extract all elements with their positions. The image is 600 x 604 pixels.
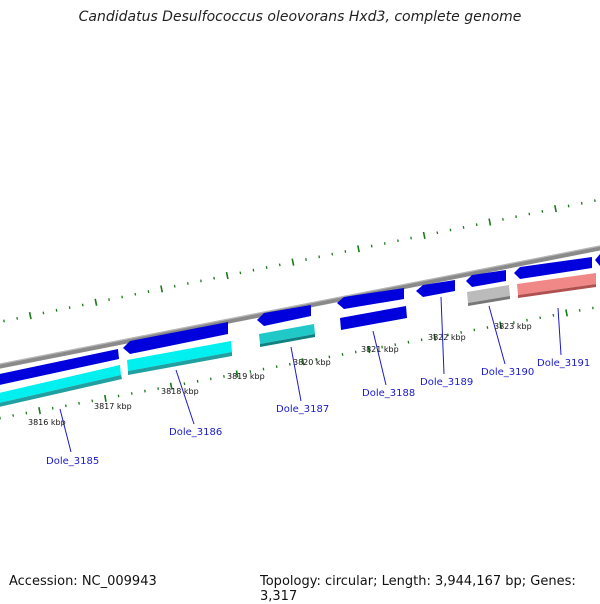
- gene-label-dole-3185[interactable]: Dole_3185: [46, 456, 99, 467]
- minor-tick-mark: [280, 264, 281, 267]
- minor-tick-mark: [503, 218, 504, 221]
- minor-tick-mark: [109, 298, 110, 301]
- tick-label: 3817 kbp: [94, 402, 132, 411]
- gene-next-forward-arrow[interactable]: [595, 253, 600, 266]
- minor-tick-mark: [342, 353, 343, 356]
- minor-tick-mark: [540, 317, 541, 320]
- minor-tick-mark: [83, 304, 84, 307]
- minor-tick-mark: [276, 365, 277, 368]
- tick-label: 3822 kbp: [428, 333, 466, 342]
- minor-tick-mark: [411, 237, 412, 240]
- major-tick-mark: [161, 286, 162, 293]
- minor-tick-mark: [345, 250, 346, 253]
- gene-label-leader: [373, 331, 386, 385]
- major-tick-mark: [39, 407, 40, 414]
- minor-tick-mark: [184, 383, 185, 386]
- tick-label: 3821 kbp: [361, 345, 399, 354]
- tick-label: 3820 kbp: [293, 358, 331, 367]
- gene-label-dole-3188[interactable]: Dole_3188: [362, 388, 415, 399]
- minor-tick-mark: [66, 405, 67, 408]
- major-tick-mark: [95, 299, 96, 306]
- minor-tick-mark: [516, 215, 517, 218]
- tick-label: 3818 kbp: [161, 387, 199, 396]
- accession-label: Accession: NC_009943: [9, 574, 157, 589]
- minor-tick-mark: [290, 363, 291, 366]
- major-tick-mark: [227, 272, 228, 279]
- tick-label: 3819 kbp: [227, 372, 265, 381]
- minor-tick-mark: [542, 210, 543, 213]
- gene-label-leader: [176, 370, 194, 424]
- minor-tick-mark: [148, 290, 149, 293]
- minor-tick-mark: [553, 314, 554, 317]
- major-tick-mark: [424, 232, 425, 239]
- minor-tick-mark: [398, 240, 399, 243]
- minor-tick-mark: [214, 277, 215, 280]
- gene-dole-3188-forward-arrow-lower[interactable]: [340, 306, 407, 330]
- major-tick-mark: [489, 219, 490, 226]
- minor-tick-mark: [197, 380, 198, 383]
- gene-label-dole-3190[interactable]: Dole_3190: [481, 367, 534, 378]
- minor-tick-mark: [188, 282, 189, 285]
- minor-tick-mark: [593, 307, 594, 310]
- gene-label-dole-3189[interactable]: Dole_3189: [420, 377, 473, 388]
- minor-tick-mark: [371, 245, 372, 248]
- minor-tick-mark: [356, 351, 357, 354]
- minor-tick-mark: [174, 285, 175, 288]
- minor-tick-mark: [17, 317, 18, 320]
- minor-tick-mark: [145, 390, 146, 393]
- minor-tick-mark: [253, 269, 254, 272]
- minor-tick-mark: [56, 309, 57, 312]
- minor-tick-mark: [26, 412, 27, 415]
- minor-tick-mark: [224, 375, 225, 378]
- minor-tick-mark: [132, 392, 133, 395]
- minor-tick-mark: [306, 258, 307, 261]
- minor-tick-mark: [79, 402, 80, 405]
- gene-label-dole-3187[interactable]: Dole_3187: [276, 404, 329, 415]
- tick-label: 3816 kbp: [28, 418, 66, 427]
- minor-tick-mark: [463, 226, 464, 229]
- gene-label-leader: [60, 409, 71, 452]
- minor-tick-mark: [582, 202, 583, 205]
- minor-tick-mark: [118, 395, 119, 398]
- minor-tick-mark: [332, 253, 333, 256]
- major-tick-mark: [358, 245, 359, 252]
- gene-label-leader: [291, 347, 301, 401]
- minor-tick-mark: [529, 213, 530, 216]
- gene-label-leader: [558, 308, 561, 355]
- minor-tick-mark: [595, 199, 596, 202]
- minor-tick-mark: [201, 280, 202, 283]
- major-tick-mark: [292, 259, 293, 266]
- minor-tick-mark: [437, 232, 438, 235]
- minor-tick-mark: [450, 229, 451, 232]
- major-tick-mark: [566, 309, 567, 316]
- minor-tick-mark: [408, 341, 409, 344]
- minor-tick-mark: [13, 414, 14, 417]
- gene-label-dole-3191[interactable]: Dole_3191: [537, 358, 590, 369]
- minor-tick-mark: [266, 266, 267, 269]
- major-tick-mark: [105, 395, 106, 402]
- minor-tick-mark: [568, 205, 569, 208]
- major-tick-mark: [555, 205, 556, 212]
- minor-tick-mark: [476, 223, 477, 226]
- gene-label-dole-3186[interactable]: Dole_3186: [169, 427, 222, 438]
- gene-label-leader: [489, 306, 505, 364]
- minor-tick-mark: [92, 400, 93, 403]
- outer-tick-row: [4, 199, 595, 322]
- tick-label: 3823 kbp: [494, 322, 532, 331]
- minor-tick-mark: [4, 320, 5, 323]
- minor-tick-mark: [319, 256, 320, 259]
- minor-tick-mark: [240, 272, 241, 275]
- minor-tick-mark: [385, 242, 386, 245]
- minor-tick-mark: [122, 296, 123, 299]
- minor-tick-mark: [135, 293, 136, 296]
- minor-tick-mark: [69, 306, 70, 309]
- minor-tick-mark: [43, 312, 44, 315]
- major-tick-mark: [30, 312, 31, 319]
- minor-tick-mark: [487, 326, 488, 329]
